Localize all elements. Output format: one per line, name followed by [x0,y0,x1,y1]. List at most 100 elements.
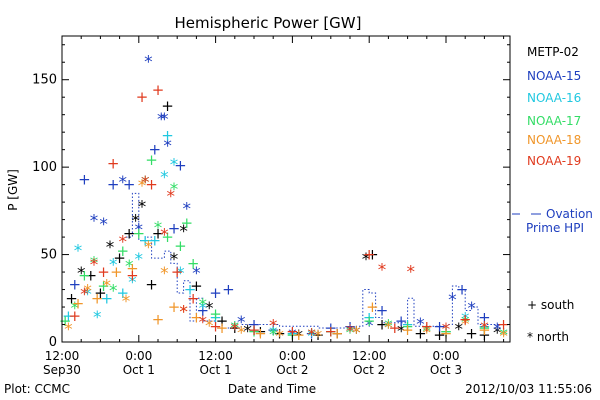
data-point-noaa-19: + [286,323,299,341]
data-point-noaa-19: * [160,226,169,246]
data-point-noaa-19: + [421,317,434,335]
data-point-noaa-15: * [157,110,166,130]
x-tick-label-time: 12:00 [352,349,387,363]
data-point-noaa-15: + [376,302,389,320]
data-point-noaa-15: + [325,319,338,337]
data-point-noaa-16: * [384,318,393,338]
data-point-noaa-17: * [423,322,432,342]
data-point-noaa-17: + [161,228,174,246]
x-axis-label: Date and Time [228,382,316,396]
data-point-metp-02: + [65,289,78,307]
data-point-noaa-16: * [128,273,137,293]
legend-noaa16: NOAA-16 [527,91,581,105]
data-point-noaa-18: + [110,263,123,281]
data-point-noaa-17: * [170,180,179,200]
data-point-noaa-17: * [269,325,278,345]
data-point-metp-02: * [106,238,115,258]
legend-noaa19: NOAA-19 [527,154,581,168]
data-point-noaa-17: + [325,323,338,341]
x-tick-label-time: 0:00 [279,349,306,363]
data-point-metp-02: + [152,225,165,243]
data-point-noaa-15: + [222,281,235,299]
data-point-metp-02: * [493,324,502,344]
data-point-noaa-17: + [209,305,222,323]
data-point-metp-02: + [229,319,242,337]
data-point-noaa-15: + [78,170,91,188]
data-point-metp-02: + [366,246,379,264]
legend-metp02: METP-02 [527,45,579,59]
data-point-noaa-15: * [493,320,502,340]
data-point-metp-02: + [161,97,174,115]
data-point-noaa-18: + [478,321,491,339]
legend: METP-02 NOAA-15 NOAA-16 NOAA-17 NOAA-18 … [512,45,593,344]
data-point-noaa-18: * [384,318,393,338]
data-point-metp-02: + [145,275,158,293]
data-point-metp-02: + [85,267,98,285]
data-point-noaa-19: * [80,285,89,305]
data-point-noaa-15: * [183,199,192,219]
legend-north-marker: * north [527,330,569,344]
data-point-metp-02: * [243,322,252,342]
data-point-noaa-15: + [267,321,280,339]
data-point-noaa-16: * [423,322,432,342]
x-tick-label-date: Oct 2 [353,363,385,377]
data-point-noaa-16: * [109,255,118,275]
data-point-noaa-17: + [78,267,91,285]
data-point-metp-02: + [113,249,126,267]
data-point-metp-02: + [465,324,478,342]
data-point-noaa-16: * [199,299,208,319]
data-point-noaa-15: + [168,219,181,237]
data-point-noaa-18: * [314,327,323,347]
x-tick-label-date: Sep30 [43,363,81,377]
data-point-noaa-18: * [103,276,112,296]
data-point-noaa-19: + [459,310,472,328]
data-point-noaa-18: * [83,282,92,302]
data-point-noaa-16: + [139,232,152,250]
data-point-noaa-18: * [144,238,153,258]
data-point-noaa-18: * [138,177,147,197]
data-point-noaa-15: + [149,141,162,159]
data-point-noaa-19: * [119,233,128,253]
data-point-noaa-15: + [344,317,357,335]
data-point-metp-02: * [138,198,147,218]
data-point-noaa-17: * [461,313,470,333]
data-point-noaa-17: + [117,242,130,260]
data-point-noaa-19: + [107,155,120,173]
data-point-noaa-19: * [346,322,355,342]
data-point-noaa-19: + [97,263,110,281]
data-point-noaa-18: * [352,324,361,344]
data-point-noaa-15: + [123,176,136,194]
data-point-noaa-16: * [499,325,508,345]
data-point-noaa-15: * [365,317,374,337]
data-point-noaa-16: * [170,156,179,176]
data-point-noaa-15: + [478,309,491,327]
data-point-noaa-16: * [346,322,355,342]
data-point-noaa-19: + [209,317,222,335]
data-point-noaa-15: * [163,136,172,156]
data-point-noaa-19: * [141,173,150,193]
data-point-metp-02: + [254,323,267,341]
data-point-noaa-19: + [325,323,338,341]
y-tick-label: 150 [32,73,57,88]
data-point-metp-02: * [362,250,371,270]
data-point-noaa-15: + [209,284,222,302]
legend-south-marker: + south [527,298,574,312]
data-point-noaa-17: + [363,312,376,330]
data-point-noaa-19: + [136,88,149,106]
x-tick-label-time: 0:00 [125,349,152,363]
data-point-noaa-19: + [145,176,158,194]
x-tick-label-date: Oct 1 [123,363,155,377]
data-point-noaa-17: * [199,296,208,316]
data-point-noaa-18: * [64,320,73,340]
data-point-noaa-15: + [248,316,261,334]
data-point-noaa-15: * [119,173,128,193]
data-point-noaa-18: * [423,324,432,344]
data-point-noaa-16: + [440,323,453,341]
data-point-noaa-16: + [101,289,114,307]
data-point-noaa-15: * [416,315,425,335]
data-point-noaa-18: + [401,321,414,339]
data-point-noaa-16: + [62,307,75,325]
data-point-noaa-18: * [179,303,188,323]
data-point-noaa-16: * [461,310,470,330]
